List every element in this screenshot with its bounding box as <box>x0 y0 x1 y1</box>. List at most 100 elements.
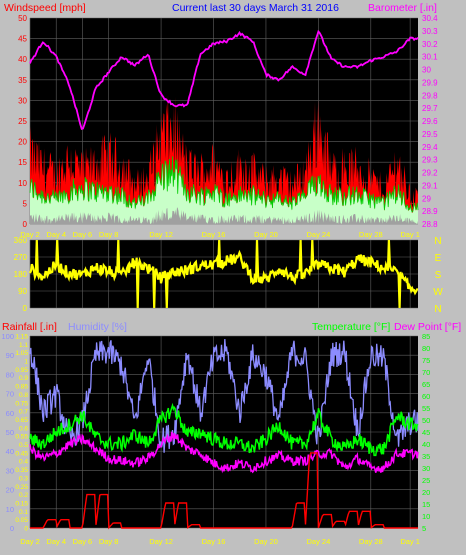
humidity-tick-label: 100 <box>1 332 14 341</box>
rain-tick-label: 0.55 <box>15 434 28 441</box>
humidity-tick-label: 0 <box>10 524 14 533</box>
wind-avg-series <box>30 157 418 224</box>
temp-tick-label: 75 <box>422 356 430 365</box>
baro-tick-label: 30.2 <box>422 40 438 49</box>
day-labels-bottom: Day 2 Day 4 Day 6 Day 8 Day 12 Day 16 Day 20 Da… <box>20 537 420 546</box>
wind-tick-label: 15 <box>18 158 27 167</box>
day-tick-label: Day 24 <box>306 230 330 239</box>
humidity-tick-label: 50 <box>6 428 14 437</box>
wind-axis: 0 5 10 15 20 25 30 35 40 45 50 <box>18 14 27 229</box>
temp-tick-label: 30 <box>422 464 430 473</box>
temp-tick-label: 40 <box>422 440 430 449</box>
temp-tick-label: 80 <box>422 344 430 353</box>
wind-tick-label: 0 <box>23 220 28 229</box>
temp-tick-label: 15 <box>422 500 430 509</box>
wind-tick-label: 50 <box>18 14 27 23</box>
rain-tick-label: 0.35 <box>15 467 28 474</box>
chart-title: Current last 30 days March 31 2016 <box>172 2 339 14</box>
temp-tick-label: 65 <box>422 380 430 389</box>
day-tick-label: Day 1 <box>400 230 420 239</box>
temp-tick-label: 55 <box>422 404 430 413</box>
direction-tick-label: 270 <box>14 253 28 262</box>
wind-tick-label: 45 <box>18 35 27 44</box>
rain-tick-label: 0.05 <box>15 517 28 524</box>
wind-tick-label: 40 <box>18 55 27 64</box>
day-tick-label: Day 1 <box>400 537 420 546</box>
rain-humidity-marks <box>29 339 419 530</box>
compass-label: N <box>434 236 441 247</box>
dew-point-series-line <box>29 431 419 474</box>
direction-tick-label: 0 <box>23 304 28 313</box>
rain-tick-label: 0.75 <box>15 400 28 407</box>
temp-tick-label: 45 <box>422 428 430 437</box>
humidity-tick-label: 40 <box>6 447 14 456</box>
baro-tick-label: 29.7 <box>422 104 438 113</box>
compass-label: E <box>435 253 442 264</box>
wind-tick-label: 35 <box>18 76 27 85</box>
rain-tick-label: 1.15 <box>15 334 28 341</box>
temp-tick-label: 85 <box>422 332 430 341</box>
rain-tick-label: 0.95 <box>15 367 28 374</box>
baro-tick-label: 29 <box>422 194 431 203</box>
humidity-tick-label: 60 <box>6 409 14 418</box>
rain-tick-label: 1.1 <box>19 342 28 349</box>
day-tick-label: Day 28 <box>359 230 383 239</box>
temp-axis: 5 10 15 20 25 30 35 40 45 50 55 60 65 70 75 80 85 <box>422 332 430 533</box>
rain-tick-label: 0.7 <box>19 409 28 416</box>
rain-tick-label: 0.1 <box>19 509 28 516</box>
compass-label: S <box>435 270 442 281</box>
rain-tick-label: 0.4 <box>19 459 28 466</box>
baro-tick-label: 28.8 <box>422 220 438 229</box>
day-tick-label: Day 20 <box>254 230 278 239</box>
compass-label: W <box>433 287 443 298</box>
wind-low-series <box>30 207 418 224</box>
rain-axis-title: Rainfall [.in] <box>2 321 57 333</box>
humidity-tick-label: 80 <box>6 370 14 379</box>
wind-tick-label: 20 <box>18 138 27 147</box>
rain-tick-label: 0 <box>24 526 28 533</box>
humidity-axis-title: Humidity [%] <box>68 321 127 333</box>
baro-tick-label: 29.4 <box>422 143 438 152</box>
temp-tick-label: 20 <box>422 488 430 497</box>
day-tick-label: Day 2 <box>20 230 40 239</box>
rain-tick-label: 0.6 <box>19 425 28 432</box>
temp-tick-label: 70 <box>422 368 430 377</box>
temp-tick-label: 50 <box>422 416 430 425</box>
day-tick-label: Day 4 <box>46 230 66 239</box>
baro-tick-label: 29.3 <box>422 156 438 165</box>
humidity-tick-label: 70 <box>6 390 14 399</box>
direction-tick-label: 180 <box>14 270 28 279</box>
day-tick-label: Day 20 <box>254 537 278 546</box>
rain-tick-label: 0.65 <box>15 417 28 424</box>
baro-axis: 28.8 28.9 29 29.1 29.2 29.3 29.4 29.5 29.6 29.7 29… <box>422 14 438 229</box>
wind-tick-label: 30 <box>18 96 27 105</box>
wind-avg-line <box>29 156 419 213</box>
baro-tick-label: 29.2 <box>422 169 438 178</box>
baro-tick-label: 29.5 <box>422 130 438 139</box>
baro-tick-label: 29.9 <box>422 78 438 87</box>
direction-axis: 0 90 180 270 360 <box>14 236 28 313</box>
baro-tick-label: 29.6 <box>422 117 438 126</box>
humidity-series-line <box>29 339 419 453</box>
rain-tick-label: 0.9 <box>19 375 28 382</box>
dew-axis-title: Dew Point [°F] <box>394 321 461 333</box>
direction-tick-label: 360 <box>14 236 28 245</box>
rain-tick-label: 0.8 <box>19 392 28 399</box>
baro-series-line <box>29 29 419 131</box>
day-tick-label: Day 24 <box>306 537 330 546</box>
compass-label: N <box>434 304 441 315</box>
baro-tick-label: 29.8 <box>422 91 438 100</box>
humidity-tick-label: 30 <box>6 466 14 475</box>
temp-tick-label: 35 <box>422 452 430 461</box>
humidity-tick-label: 20 <box>6 486 14 495</box>
day-tick-label: Day 28 <box>359 537 383 546</box>
temp-axis-title: Temperature [°F] <box>312 321 390 333</box>
humidity-tick-label: 90 <box>6 351 14 360</box>
baro-tick-label: 30 <box>422 66 431 75</box>
rain-tick-label: 0.2 <box>19 492 28 499</box>
wind-baro-marks <box>29 29 419 224</box>
rain-tick-label: 1.05 <box>15 350 28 357</box>
day-tick-label: Day 2 <box>20 537 40 546</box>
baro-tick-label: 28.9 <box>422 207 438 216</box>
